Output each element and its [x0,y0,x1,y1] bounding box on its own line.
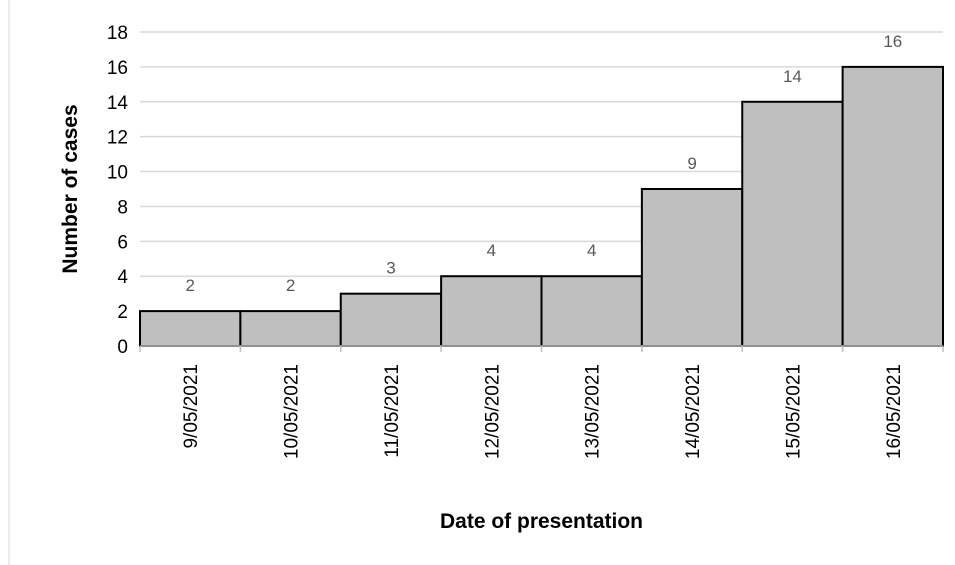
x-tick-label: 10/05/2021 [282,364,303,459]
y-axis-title: Number of cases [59,104,82,273]
x-tick-label: 12/05/2021 [482,364,503,459]
data-label: 4 [587,241,596,260]
y-tick-label: 6 [117,232,128,253]
y-tick-label: 8 [117,197,128,218]
y-tick-label: 14 [107,93,129,114]
bar [640,188,744,347]
x-axis-ticks: 9/05/2021 10/05/2021 11/05/2021 12/05/2021 1… [139,346,944,459]
data-label: 3 [386,259,395,278]
x-tick-label: 16/05/2021 [884,364,905,459]
y-tick-label: 12 [107,128,128,149]
x-tick-label: 15/05/2021 [783,364,804,459]
x-tick-label: 13/05/2021 [583,364,604,459]
data-label: 4 [487,241,496,260]
bar [339,292,443,347]
data-label: 2 [185,276,194,295]
y-tick-label: 18 [107,23,128,44]
bar [741,100,844,348]
data-label: 9 [687,154,696,173]
y-tick-label: 4 [117,267,128,288]
y-axis-ticks: 0 2 4 6 8 10 12 14 16 18 [107,23,129,358]
bar [239,310,342,348]
x-tick-label: 11/05/2021 [382,364,403,458]
data-labels: 2 2 3 4 4 9 14 16 [185,32,902,295]
data-label: 2 [286,276,295,295]
y-tick-label: 16 [107,58,128,79]
y-tick-label: 0 [117,337,128,358]
bar [139,310,242,348]
data-label: 14 [783,67,802,86]
x-tick-label: 14/05/2021 [683,364,704,459]
y-tick-label: 2 [117,302,128,323]
bar [540,275,643,348]
bar [841,65,944,347]
x-axis-title: Date of presentation [440,510,643,533]
x-tick-label: 9/05/2021 [181,364,202,449]
data-label: 16 [883,32,902,51]
bar [440,275,543,348]
y-tick-label: 10 [107,163,128,184]
